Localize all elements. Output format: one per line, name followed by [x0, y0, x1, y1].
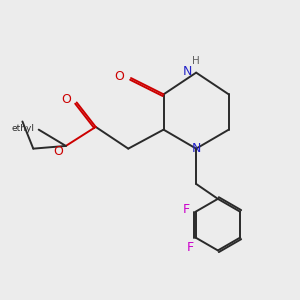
Text: O: O — [53, 145, 63, 158]
Text: N: N — [191, 142, 201, 155]
Text: O: O — [61, 93, 71, 106]
Text: O: O — [114, 70, 124, 83]
Text: F: F — [187, 241, 194, 254]
Text: F: F — [182, 202, 190, 215]
Text: H: H — [192, 56, 200, 66]
Text: N: N — [183, 65, 192, 78]
Text: ethyl: ethyl — [12, 124, 34, 133]
